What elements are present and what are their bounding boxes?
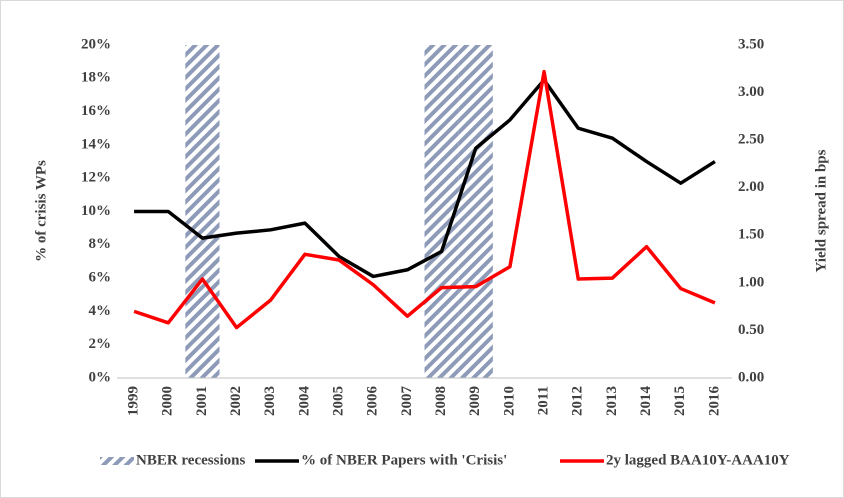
legend-label: NBER recessions [136,452,245,468]
x-tick-label: 2002 [228,386,244,416]
x-tick-label: 2015 [672,386,688,416]
x-tick-label: 2012 [570,386,586,416]
recession-bar [458,45,493,378]
y-tick-label: 10% [81,203,111,219]
legend-swatch [100,457,134,465]
y-tick-label: 6% [89,270,112,286]
y2-tick-label: 1.50 [738,227,764,243]
y-tick-label: 8% [89,236,112,252]
x-tick-label: 2009 [467,386,483,416]
x-tick-label: 2003 [262,386,278,416]
legend-label: 2y lagged BAA10Y-AAA10Y [606,452,790,468]
x-tick-label: 2006 [365,386,381,417]
y-tick-label: 16% [81,103,111,119]
x-tick-label: 2000 [160,386,176,416]
y2-tick-label: 0.50 [738,322,764,338]
recession-bar [185,45,220,378]
x-tick-label: 2013 [604,386,620,416]
y-tick-label: 2% [89,336,112,352]
y-tick-label: 14% [81,136,111,152]
x-tick-label: 2010 [501,386,517,416]
series-line [134,78,716,279]
y2-tick-label: 3.00 [738,84,764,100]
y2-tick-label: 1.00 [738,274,764,290]
x-tick-label: 2005 [331,386,347,416]
y-tick-label: 12% [81,170,111,186]
x-tick-label: 2008 [433,386,449,416]
y-tick-label: 18% [81,70,111,86]
x-tick-label: 2014 [638,386,654,417]
y2-tick-label: 2.00 [738,179,764,195]
y-tick-label: 0% [89,369,112,385]
y2-tick-label: 2.50 [738,132,764,148]
x-tick-label: 2001 [194,386,210,416]
x-tick-label: 2007 [399,386,415,417]
x-tick-label: 2004 [296,386,312,417]
series-line [133,69,716,330]
y-tick-label: 20% [81,36,111,52]
x-tick-label: 2016 [706,386,722,417]
y2-axis-title: Yield spread in bps [813,149,829,272]
x-tick-label: 1999 [126,386,142,416]
y2-tick-label: 3.50 [738,36,764,52]
x-tick-label: 2011 [536,386,552,415]
y2-tick-label: 0.00 [738,369,764,385]
legend-label: % of NBER Papers with 'Crisis' [301,452,507,468]
y-tick-label: 4% [89,303,112,319]
y-axis-title: % of crisis WPs [33,160,49,262]
